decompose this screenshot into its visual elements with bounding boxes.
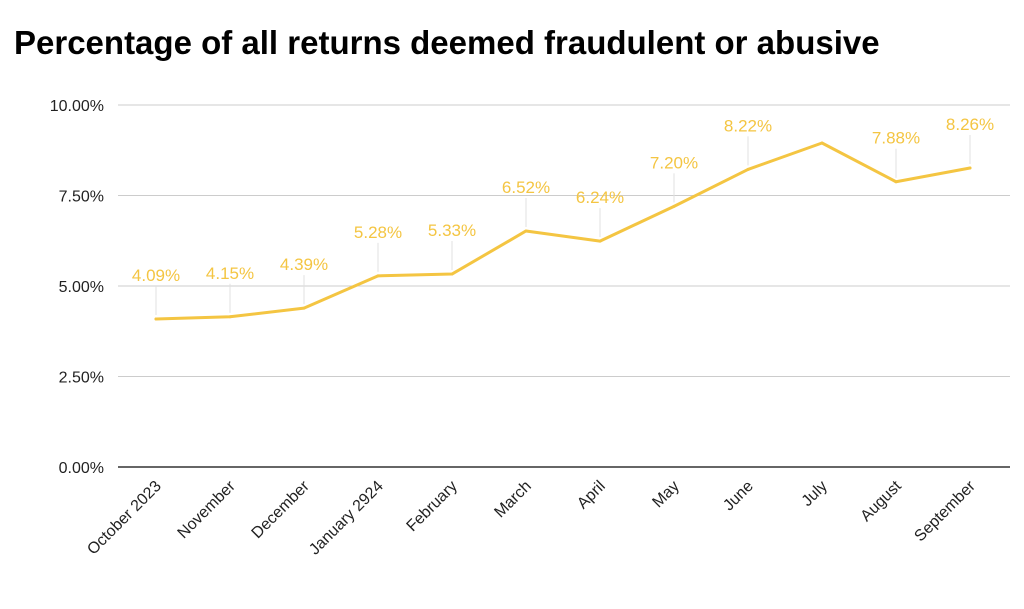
- x-tick-label: October 2023: [84, 478, 165, 559]
- data-point: [672, 204, 676, 208]
- data-label: 8.22%: [724, 116, 772, 135]
- x-tick-label: November: [175, 477, 240, 542]
- x-tick-label: June: [720, 478, 757, 515]
- y-tick-label: 5.00%: [59, 279, 104, 296]
- data-point: [598, 239, 602, 243]
- data-point: [524, 229, 528, 233]
- x-tick-label: April: [574, 478, 609, 513]
- x-tick-label: July: [799, 478, 831, 510]
- data-point: [820, 141, 824, 145]
- data-label: 8.26%: [946, 115, 994, 134]
- y-tick-label: 0.00%: [59, 460, 104, 477]
- x-tick-label: February: [404, 478, 461, 535]
- y-axis-ticks: 0.00% 2.50% 5.00% 7.50% 10.00%: [50, 98, 104, 477]
- data-label: 5.33%: [428, 221, 476, 240]
- data-point: [450, 272, 454, 276]
- x-tick-label: September: [911, 477, 979, 545]
- x-tick-label: March: [491, 478, 534, 521]
- y-tick-label: 10.00%: [50, 98, 104, 115]
- data-label: 7.88%: [872, 129, 920, 148]
- data-label: 4.39%: [280, 255, 328, 274]
- data-point: [154, 317, 158, 321]
- series-line: [154, 141, 972, 321]
- y-tick-label: 7.50%: [59, 189, 104, 206]
- y-tick-label: 2.50%: [59, 370, 104, 387]
- x-tick-label: December: [249, 477, 314, 542]
- data-label: 7.20%: [650, 153, 698, 172]
- data-point: [302, 306, 306, 310]
- x-tick-label: August: [858, 477, 906, 525]
- label-leader-lines: [155, 134, 971, 315]
- data-point: [746, 167, 750, 171]
- data-label: 6.52%: [502, 178, 550, 197]
- x-tick-label: May: [649, 478, 682, 511]
- data-point: [968, 166, 972, 170]
- data-label: 4.09%: [132, 266, 180, 285]
- data-point: [228, 315, 232, 319]
- data-label: 6.24%: [576, 188, 624, 207]
- data-point: [894, 180, 898, 184]
- x-tick-label: January 2924: [306, 478, 387, 559]
- data-label: 5.28%: [354, 223, 402, 242]
- data-labels: 4.09% 4.15% 4.39% 5.28% 5.33% 6.52% 6.24% 7.20%…: [132, 115, 994, 285]
- chart-title: Percentage of all returns deemed fraudul…: [14, 24, 880, 61]
- data-label: 4.15%: [206, 264, 254, 283]
- data-point: [376, 274, 380, 278]
- series-line-group: [154, 141, 972, 321]
- gridlines: [118, 104, 1010, 468]
